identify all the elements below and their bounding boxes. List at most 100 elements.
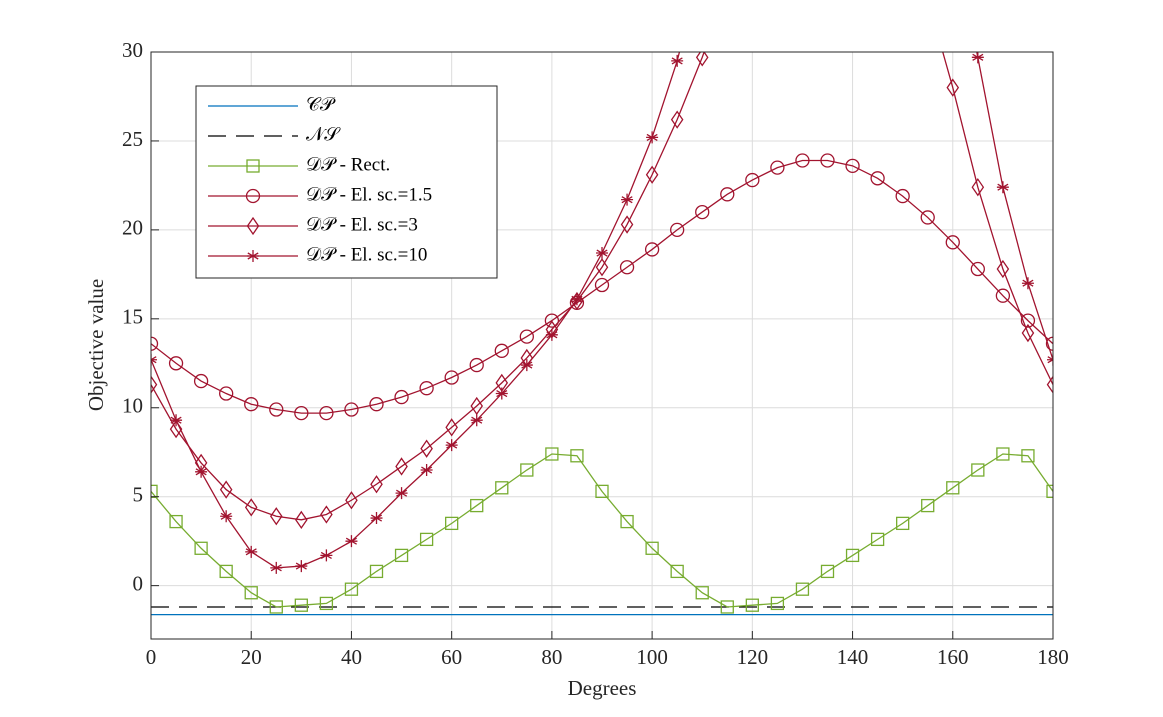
marker (1046, 375, 1053, 394)
x-tick-label: 160 (937, 645, 969, 669)
marker (195, 465, 208, 478)
legend-label: 𝒟𝒫 - El. sc.=10 (306, 244, 427, 265)
marker (151, 375, 158, 394)
marker (247, 250, 259, 262)
marker (169, 514, 183, 529)
marker (445, 439, 458, 452)
marker (644, 242, 660, 257)
marker (645, 165, 659, 184)
marker (470, 498, 484, 513)
marker (921, 498, 935, 513)
legend-label: 𝒩𝒮 (306, 124, 341, 145)
marker (820, 153, 835, 168)
marker (320, 549, 333, 562)
marker (470, 396, 484, 416)
x-tick-label: 180 (1037, 645, 1069, 669)
marker (219, 386, 234, 401)
marker (595, 258, 609, 277)
series-line (151, 52, 1053, 521)
marker (1021, 449, 1035, 463)
marker (470, 414, 483, 427)
marker (295, 560, 308, 573)
marker (244, 586, 258, 600)
marker (269, 600, 283, 614)
marker (570, 291, 584, 311)
axes-box (150, 51, 1054, 640)
marker (770, 596, 785, 611)
y-tick-label: 0 (133, 571, 144, 595)
marker (595, 484, 609, 499)
marker (194, 541, 208, 555)
marker (670, 564, 684, 579)
x-tick-label: 140 (837, 645, 869, 669)
marker (920, 210, 935, 225)
marker (319, 405, 334, 421)
y-tick-label: 20 (122, 216, 143, 240)
marker (151, 336, 159, 351)
marker (219, 480, 233, 499)
marker (420, 464, 433, 477)
marker (695, 586, 709, 600)
marker (469, 357, 484, 373)
marker (995, 288, 1011, 303)
marker (170, 414, 183, 427)
y-tick-label: 15 (122, 305, 143, 329)
marker (720, 600, 734, 614)
legend-label: 𝒟𝒫 - Rect. (306, 154, 390, 175)
marker (269, 507, 283, 526)
marker (670, 110, 684, 129)
marker (295, 510, 308, 529)
marker (545, 328, 558, 341)
marker (219, 564, 233, 579)
marker (168, 356, 184, 371)
marker (244, 498, 258, 517)
marker (570, 449, 584, 463)
y-axis-label: Objective value (84, 279, 108, 411)
marker (494, 343, 509, 358)
marker (344, 582, 359, 596)
marker (820, 564, 835, 579)
marker (246, 216, 260, 236)
marker (445, 418, 458, 437)
legend-marker (246, 159, 260, 173)
x-axis-label: Degrees (568, 676, 637, 700)
marker (345, 535, 358, 548)
marker (520, 463, 534, 477)
legend-label: 𝒟𝒫 - El. sc.=1.5 (306, 184, 432, 205)
marker (369, 397, 384, 412)
marker (394, 548, 409, 563)
marker (270, 561, 283, 574)
marker (294, 598, 308, 612)
marker (646, 131, 659, 144)
marker (870, 171, 885, 186)
marker (946, 78, 960, 97)
y-tick-label: 30 (122, 38, 143, 62)
series-line (151, 159, 1053, 414)
marker (395, 457, 408, 476)
marker (670, 222, 685, 238)
marker (671, 54, 684, 67)
marker (544, 313, 560, 328)
marker (420, 439, 433, 458)
marker (971, 178, 985, 197)
marker (220, 510, 233, 523)
marker (151, 484, 158, 499)
marker (770, 160, 785, 175)
legend-marker (246, 216, 260, 236)
marker (1046, 484, 1053, 499)
marker (996, 181, 1009, 194)
marker (971, 463, 985, 477)
marker (245, 188, 261, 204)
marker (621, 193, 634, 206)
marker (269, 402, 284, 417)
marker (745, 172, 760, 188)
marker (720, 187, 735, 202)
legend-marker (245, 188, 261, 204)
marker (845, 548, 860, 563)
marker (970, 261, 985, 277)
x-tick-label: 100 (636, 645, 668, 669)
x-tick-label: 120 (737, 645, 769, 669)
marker (1021, 277, 1034, 290)
marker (620, 215, 634, 234)
